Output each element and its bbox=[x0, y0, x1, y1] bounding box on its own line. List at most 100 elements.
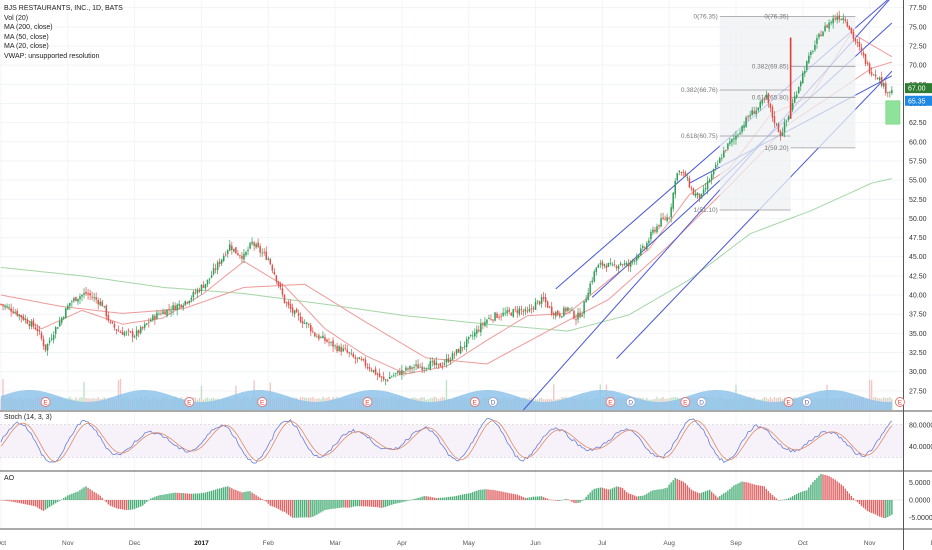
event-marker-10 bbox=[783, 397, 794, 407]
ao-bar-359 bbox=[727, 490, 729, 500]
time-axis: Oct Nov Dec 2017 Feb Mar Apr May Jun Jul Aug Sep Oct… bbox=[0, 540, 932, 547]
fib-retracement-right-label-3: 1(59.20) bbox=[764, 145, 788, 152]
event-marker-label-5: D bbox=[491, 399, 496, 406]
candle-body-255 bbox=[516, 310, 519, 313]
candle-body-420 bbox=[850, 28, 853, 33]
candle-body-31 bbox=[63, 317, 65, 319]
candle-body-404 bbox=[818, 33, 820, 38]
ao-bar-181 bbox=[366, 500, 369, 507]
candle-body-337 bbox=[682, 171, 685, 173]
ao-bar-268 bbox=[542, 497, 545, 500]
ao-bar-302 bbox=[611, 488, 614, 500]
candle-body-400 bbox=[810, 52, 812, 55]
candle-body-334 bbox=[676, 173, 679, 181]
ao-bar-316 bbox=[640, 495, 642, 500]
candle-body-267 bbox=[540, 297, 543, 304]
ao-bar-288 bbox=[583, 499, 585, 500]
candle-body-36 bbox=[73, 298, 75, 302]
ao-bar-378 bbox=[765, 488, 768, 500]
ao-bar-12 bbox=[24, 500, 27, 505]
ao-bar-158 bbox=[320, 500, 322, 513]
candle-body-438 bbox=[887, 92, 889, 94]
candle-body-54 bbox=[109, 321, 112, 323]
candle-body-132 bbox=[267, 258, 270, 260]
ao-bar-137 bbox=[277, 500, 280, 510]
fib-retracement-right-label-0: 0(76.35) bbox=[764, 13, 788, 20]
ao-bar-40 bbox=[81, 488, 83, 500]
ao-bar-65 bbox=[131, 500, 134, 510]
ao-bar-298 bbox=[603, 488, 606, 500]
candle-body-351 bbox=[710, 174, 713, 180]
ao-bar-182 bbox=[368, 500, 371, 507]
ao-bar-282 bbox=[571, 500, 573, 502]
ao-bar-43 bbox=[87, 487, 89, 500]
ao-bar-312 bbox=[631, 494, 634, 500]
candle-body-320 bbox=[648, 240, 650, 244]
ao-bar-427 bbox=[864, 500, 867, 510]
ao-bar-375 bbox=[759, 485, 761, 500]
candle-body-159 bbox=[322, 335, 324, 339]
candle-body-229 bbox=[463, 345, 466, 347]
candle-body-282 bbox=[571, 309, 573, 311]
candle-body-195 bbox=[395, 373, 397, 374]
candle-body-97 bbox=[196, 290, 199, 294]
ao-bar-57 bbox=[115, 500, 118, 509]
event-marker-6 bbox=[605, 397, 616, 407]
ao-bar-61 bbox=[123, 500, 126, 510]
ao-bar-186 bbox=[376, 500, 379, 508]
candle-body-81 bbox=[164, 311, 166, 315]
candle-body-2 bbox=[4, 305, 6, 307]
ao-bar-305 bbox=[617, 486, 620, 500]
ao-tick-label-0: 5.0000 bbox=[909, 480, 931, 487]
ao-bar-120 bbox=[243, 492, 245, 500]
candle-body-48 bbox=[97, 300, 99, 305]
ao-bar-335 bbox=[678, 479, 680, 500]
candle-body-257 bbox=[520, 309, 523, 311]
candle-body-181 bbox=[366, 367, 369, 369]
ao-bar-252 bbox=[510, 493, 512, 500]
candle-body-151 bbox=[305, 322, 308, 324]
ao-bar-192 bbox=[389, 500, 391, 506]
ao-bar-297 bbox=[601, 487, 604, 500]
candle-body-364 bbox=[737, 134, 739, 136]
candle-body-123 bbox=[249, 243, 251, 249]
candle-body-55 bbox=[111, 321, 114, 324]
volume-bar-429 bbox=[868, 379, 871, 410]
candle-body-15 bbox=[30, 321, 33, 327]
ao-bar-336 bbox=[680, 480, 683, 500]
candle-body-306 bbox=[619, 263, 622, 265]
ao-bar-134 bbox=[271, 500, 274, 507]
ao-bar-422 bbox=[854, 500, 857, 501]
ao-bar-365 bbox=[739, 482, 741, 500]
ao-bar-47 bbox=[95, 493, 97, 500]
candle-body-261 bbox=[528, 308, 531, 312]
candle-body-403 bbox=[816, 37, 818, 44]
candle-body-120 bbox=[243, 253, 245, 260]
ao-bar-131 bbox=[265, 500, 267, 502]
candle-body-174 bbox=[352, 353, 355, 358]
ao-bar-275 bbox=[557, 500, 559, 501]
price-tick-label-2: 72.50 bbox=[909, 43, 927, 50]
time-tick-label-0: Oct bbox=[0, 540, 6, 547]
candle-body-288 bbox=[583, 301, 585, 314]
candle-body-394 bbox=[797, 87, 800, 94]
ao-bar-363 bbox=[735, 484, 737, 500]
ao-bar-323 bbox=[654, 489, 656, 500]
stoch-tick-label-1: 40.0000 bbox=[909, 444, 932, 451]
ao-bar-370 bbox=[749, 483, 751, 500]
candle-body-305 bbox=[617, 265, 620, 269]
ao-bar-285 bbox=[577, 500, 579, 503]
candle-body-18 bbox=[36, 328, 39, 332]
ao-bar-332 bbox=[672, 480, 674, 500]
fib-retracement-right-label-2: 0.618(65.80) bbox=[752, 94, 789, 101]
candle-body-227 bbox=[459, 346, 462, 354]
ao-bar-203 bbox=[411, 499, 413, 501]
candle-body-85 bbox=[172, 305, 174, 310]
candle-body-205 bbox=[415, 364, 417, 367]
candle-body-65 bbox=[131, 331, 134, 338]
candle-body-379 bbox=[767, 93, 770, 104]
ao-bar-264 bbox=[534, 496, 537, 500]
ao-bar-71 bbox=[144, 500, 146, 504]
candle-body-418 bbox=[846, 21, 849, 27]
